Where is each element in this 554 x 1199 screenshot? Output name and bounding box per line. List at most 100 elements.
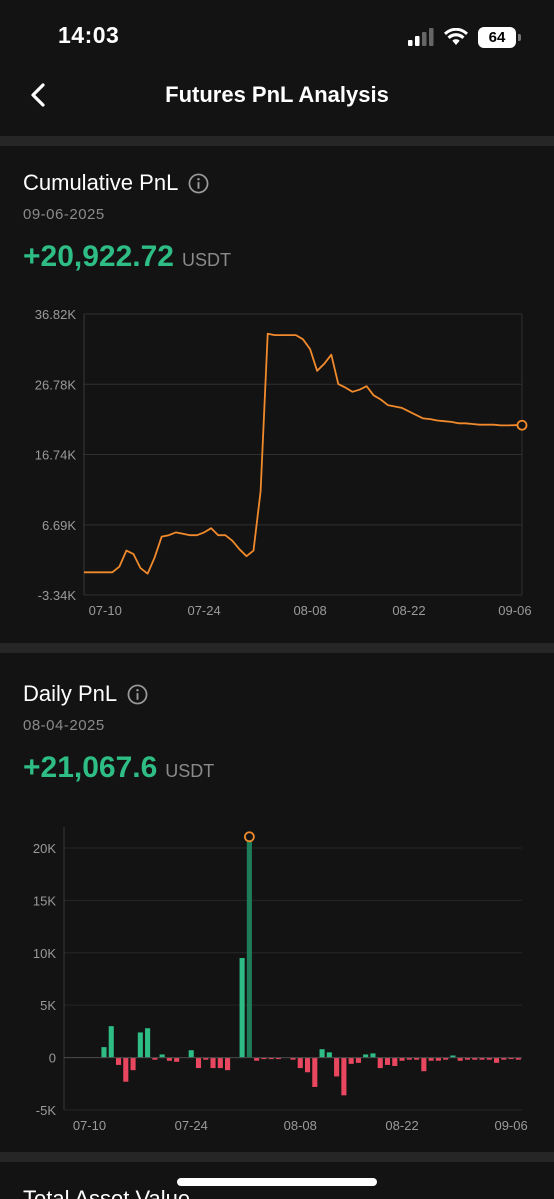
cumulative-pnl-title: Cumulative PnL [23, 170, 209, 196]
total-asset-value-title: Total Asset Value [23, 1186, 191, 1199]
y-tick-label: 26.78K [35, 377, 77, 392]
daily-pnl-bar [159, 1054, 165, 1058]
daily-pnl-bar [290, 1057, 296, 1060]
cumulative-pnl-date: 09-06-2025 [23, 206, 105, 223]
wifi-icon [444, 28, 468, 45]
daily-pnl-bar [443, 1057, 449, 1060]
daily-pnl-bar [464, 1057, 471, 1060]
daily-pnl-bar [457, 1057, 463, 1061]
daily-pnl-bar [384, 1057, 391, 1065]
cumulative-pnl-label: Cumulative PnL [23, 170, 179, 195]
daily-pnl-bar [363, 1054, 369, 1058]
x-tick-label: 08-22 [392, 603, 425, 618]
daily-pnl-value: +21,067.6 [23, 751, 158, 784]
battery-indicator: 64 [478, 26, 521, 48]
y-tick-label: 36.82K [35, 307, 77, 322]
daily-pnl-title: Daily PnL [23, 681, 148, 707]
daily-pnl-bar [515, 1057, 521, 1060]
daily-pnl-bar [319, 1049, 325, 1058]
daily-pnl-bar [326, 1052, 332, 1058]
signal-icon [408, 28, 434, 46]
daily-pnl-bar [421, 1057, 427, 1072]
cumulative-pnl-value: +20,922.72 [23, 240, 174, 273]
y-tick-label: 20K [33, 841, 56, 856]
daily-pnl-bar [435, 1057, 441, 1061]
y-tick-label: 5K [40, 998, 56, 1013]
daily-pnl-bar [472, 1057, 478, 1060]
highlight-point [516, 419, 528, 431]
x-tick-label: 07-24 [187, 603, 220, 618]
y-tick-label: 16.74K [35, 448, 77, 463]
daily-pnl-bar [101, 1047, 107, 1058]
status-bar: 14:03 64 [0, 0, 554, 70]
y-tick-label: -5K [36, 1103, 57, 1118]
daily-pnl-bar [355, 1057, 361, 1063]
daily-pnl-bar [312, 1057, 318, 1087]
y-tick-label: 10K [33, 946, 56, 961]
daily-pnl-bar [486, 1057, 492, 1060]
daily-pnl-bar [275, 1057, 282, 1060]
y-tick-label: -3.34K [38, 588, 77, 603]
section-divider [0, 1152, 554, 1162]
cumulative-pnl-value-row: +20,922.72 USDT [23, 240, 231, 274]
daily-pnl-bar [115, 1057, 122, 1065]
daily-pnl-bar [268, 1057, 274, 1060]
x-tick-label: 07-10 [89, 603, 122, 618]
y-tick-label: 0 [49, 1051, 56, 1066]
daily-pnl-bar [225, 1057, 231, 1071]
daily-pnl-bar [130, 1057, 136, 1071]
daily-pnl-bar [246, 836, 252, 1058]
x-tick-label: 09-06 [498, 603, 531, 618]
y-tick-label: 15K [33, 893, 56, 908]
daily-pnl-chart[interactable]: 20K 15K 10K 5K 0 -5K 07-10 07-24 08-08 08-22 09-06 [0, 815, 554, 1145]
daily-pnl-bar [450, 1055, 456, 1058]
info-icon[interactable] [188, 173, 209, 194]
section-divider [0, 136, 554, 146]
x-tick-label: 09-06 [494, 1118, 527, 1133]
daily-pnl-bar [145, 1028, 151, 1058]
page-title: Futures PnL Analysis [165, 82, 389, 107]
y-tick-label: 6.69K [42, 518, 76, 533]
cumulative-pnl-unit: USDT [181, 250, 231, 270]
x-tick-label: 07-24 [175, 1118, 208, 1133]
highlight-point [243, 831, 255, 843]
daily-pnl-date: 08-04-2025 [23, 717, 105, 734]
daily-pnl-label: Daily PnL [23, 681, 118, 706]
daily-pnl-value-row: +21,067.6 USDT [23, 751, 214, 785]
x-tick-label: 08-08 [284, 1118, 317, 1133]
back-arrow-icon[interactable] [26, 80, 52, 110]
daily-pnl-bar [217, 1057, 223, 1069]
daily-pnl-bar [166, 1057, 172, 1061]
daily-pnl-bar [479, 1057, 485, 1060]
daily-pnl-bar [508, 1057, 514, 1060]
daily-pnl-bar [334, 1057, 340, 1077]
daily-pnl-bar [414, 1057, 420, 1060]
daily-pnl-bar [392, 1057, 398, 1066]
daily-pnl-bar [428, 1057, 434, 1061]
daily-pnl-bar [195, 1057, 202, 1069]
daily-pnl-bar [108, 1026, 114, 1058]
daily-pnl-bar [261, 1057, 267, 1060]
daily-pnl-bar [188, 1050, 194, 1058]
daily-pnl-bar [137, 1032, 143, 1058]
x-tick-label: 08-08 [293, 603, 326, 618]
daily-pnl-bar [210, 1057, 216, 1069]
daily-pnl-bar [501, 1057, 507, 1060]
daily-pnl-bar [399, 1057, 405, 1061]
clock: 14:03 [58, 22, 120, 48]
nav-header: Futures PnL Analysis [0, 70, 554, 136]
daily-pnl-unit: USDT [165, 761, 215, 781]
daily-pnl-bar [494, 1057, 500, 1063]
info-icon[interactable] [127, 684, 148, 705]
daily-pnl-bar [203, 1057, 209, 1060]
home-indicator[interactable] [177, 1178, 377, 1186]
x-tick-label: 07-10 [73, 1118, 106, 1133]
daily-pnl-bar [123, 1057, 129, 1082]
daily-pnl-bar [304, 1057, 311, 1073]
status-icons: 64 [408, 24, 521, 50]
daily-pnl-bar [348, 1057, 354, 1064]
cumulative-pnl-chart[interactable]: 36.82K 26.78K 16.74K 6.69K -3.34K 07-10 07-24 0… [0, 300, 554, 630]
daily-pnl-bar [370, 1053, 376, 1058]
x-tick-label: 08-22 [385, 1118, 418, 1133]
section-divider [0, 643, 554, 653]
